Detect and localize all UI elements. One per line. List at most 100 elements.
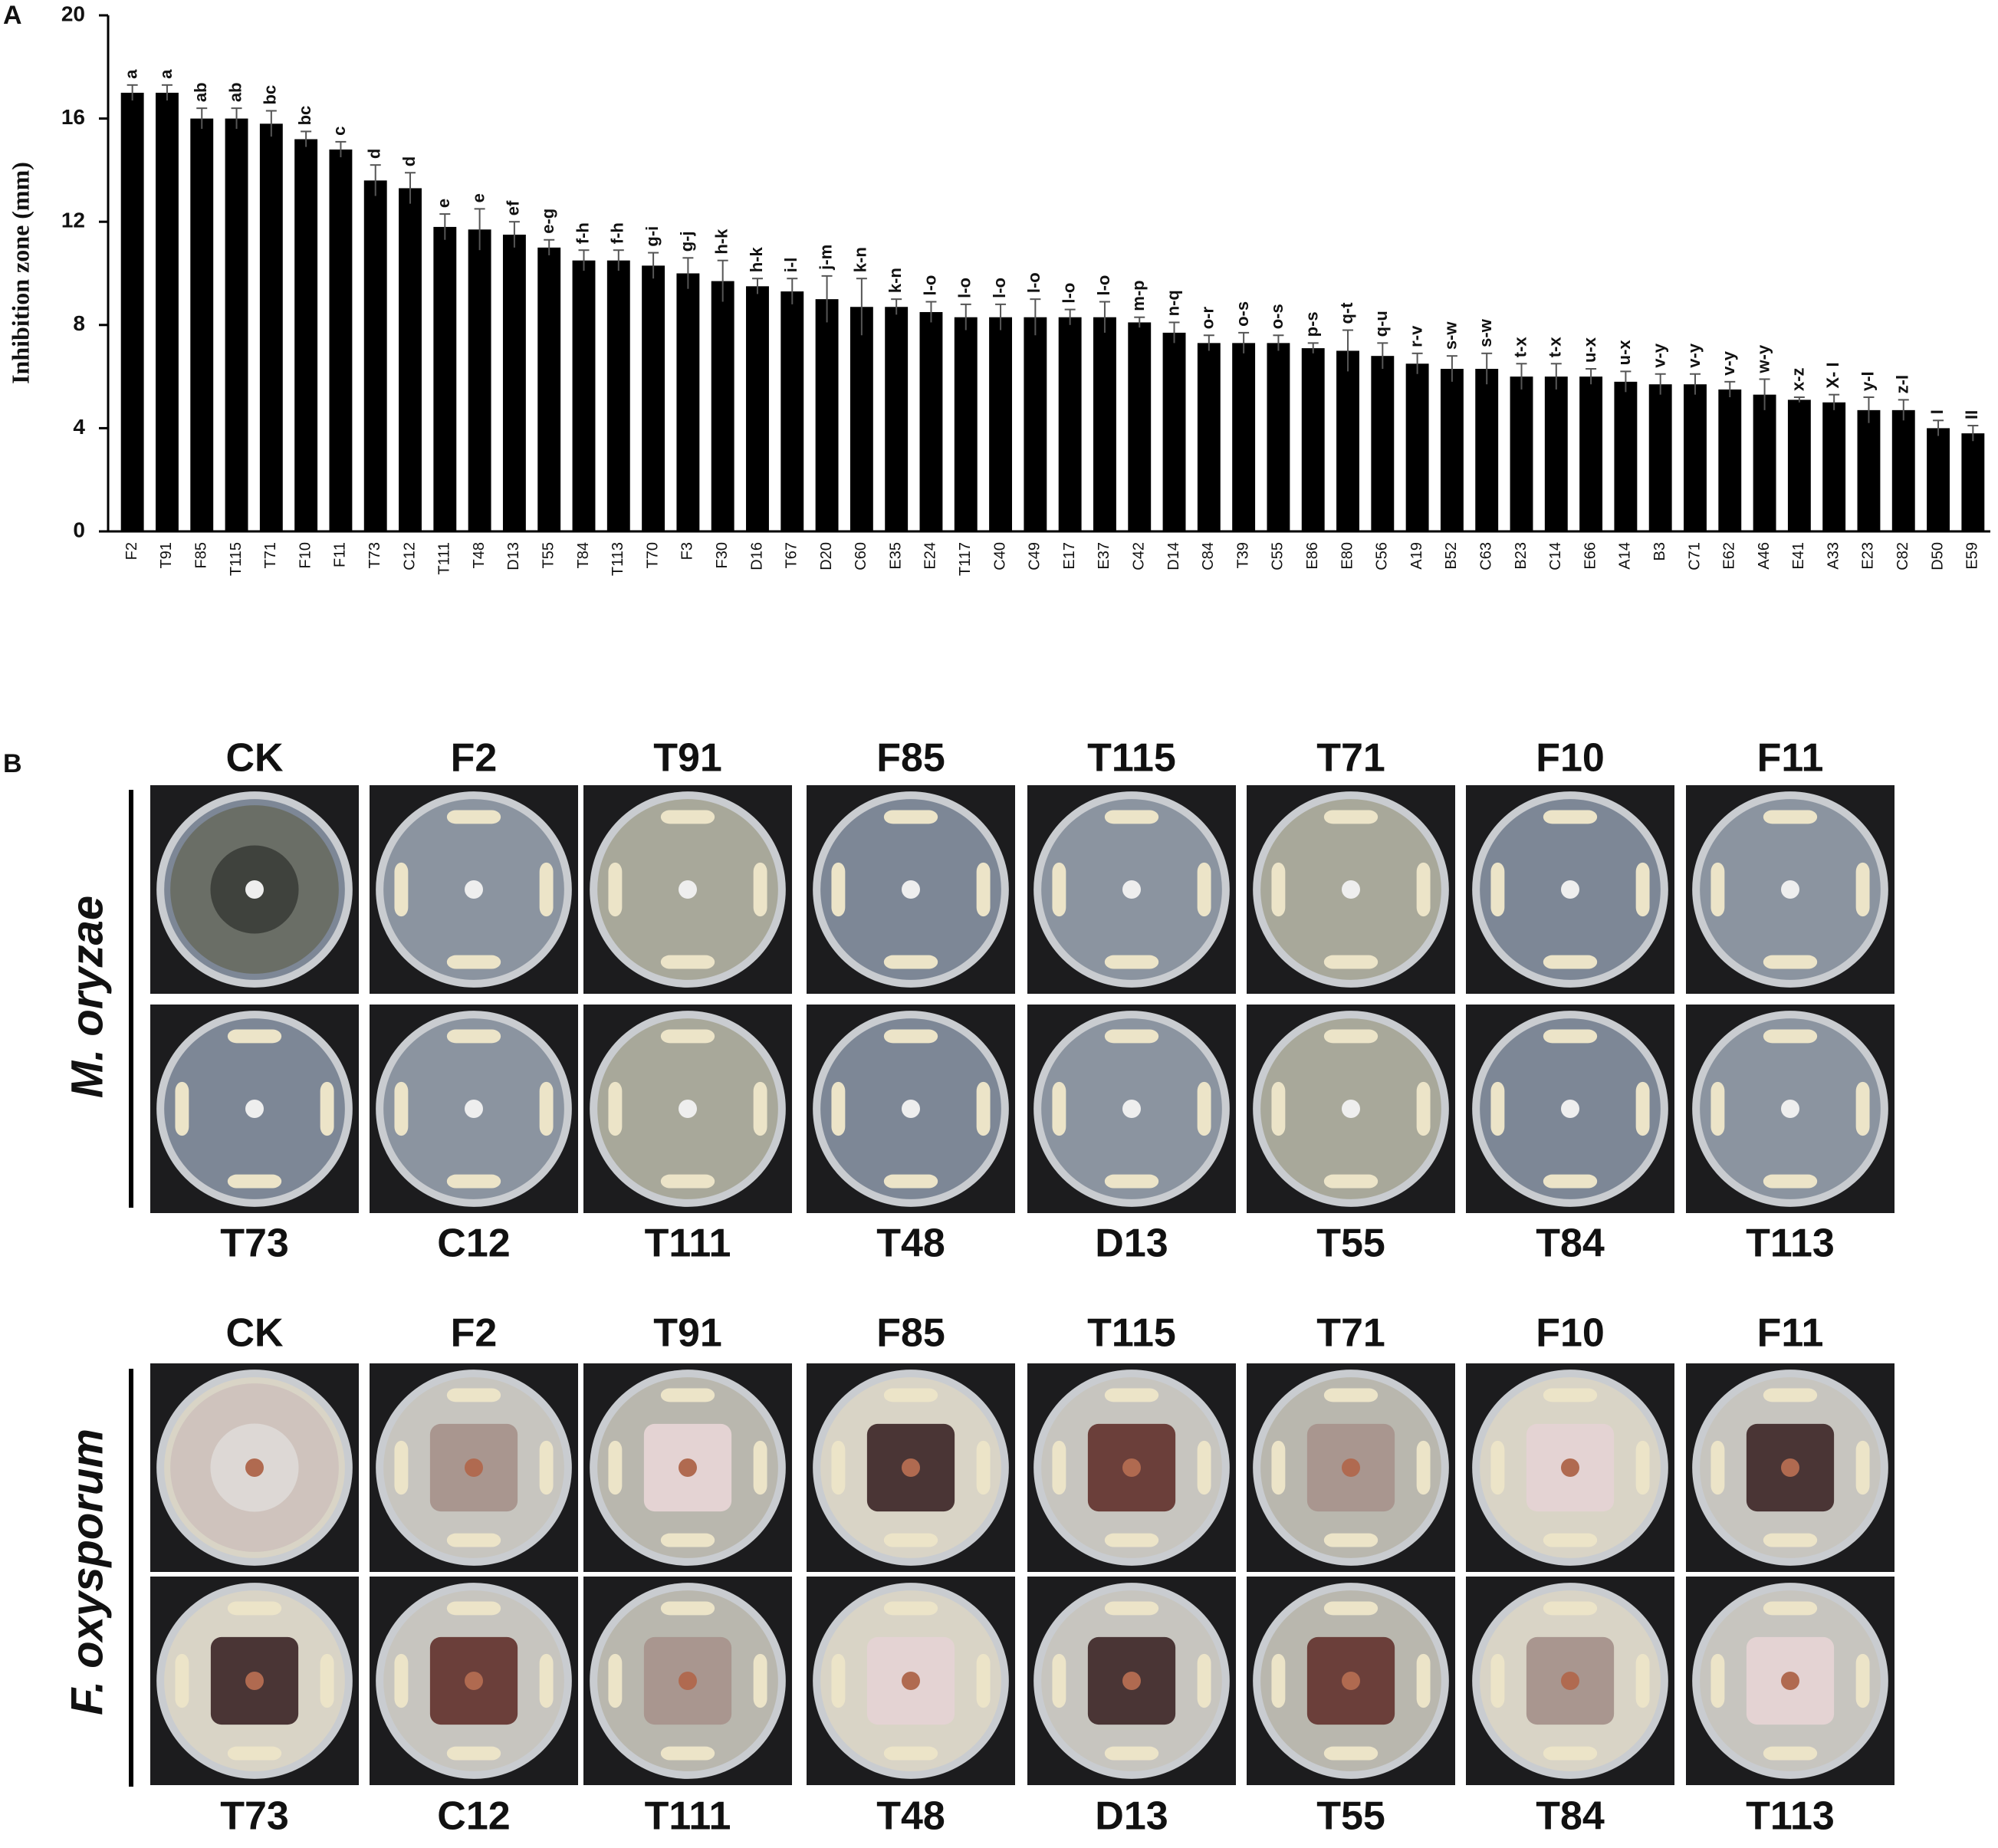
bacterial-streak xyxy=(976,1440,991,1495)
bar xyxy=(155,92,179,531)
significance-letter: a xyxy=(121,69,140,79)
petri-dish-photo xyxy=(583,1363,792,1572)
dish-label: T113 xyxy=(1746,1794,1835,1839)
significance-letter: g-j xyxy=(677,231,696,252)
significance-letter: f-h xyxy=(608,222,627,244)
bar xyxy=(954,317,978,531)
bacterial-streak xyxy=(883,1533,938,1547)
dish-label: T48 xyxy=(876,1222,945,1266)
bacterial-streak xyxy=(1323,1601,1379,1616)
significance-letter: e xyxy=(434,199,453,208)
bacterial-streak xyxy=(831,1653,846,1708)
bacterial-streak xyxy=(446,1388,501,1402)
bar xyxy=(1371,356,1395,531)
bacterial-streak xyxy=(883,1174,938,1189)
significance-letter: v-y xyxy=(1719,350,1738,376)
bar xyxy=(294,139,318,531)
bar xyxy=(606,260,630,531)
dish-label: CK xyxy=(225,1311,284,1356)
plug xyxy=(902,1672,920,1690)
bar xyxy=(363,180,387,532)
x-tick-label: C84 xyxy=(1200,542,1217,571)
significance-letter: bc xyxy=(295,106,314,126)
x-tick-label: F2 xyxy=(123,542,140,560)
bacterial-streak xyxy=(753,1081,767,1136)
bacterial-streak xyxy=(1104,1533,1159,1547)
dish-label: F10 xyxy=(1536,1311,1605,1356)
y-tick-label: 8 xyxy=(73,311,85,335)
bacterial-streak xyxy=(660,1029,715,1044)
significance-letter: ef xyxy=(504,200,523,215)
bacterial-streak xyxy=(1543,1029,1598,1044)
y-axis-label: Inhibition zone (mm) xyxy=(6,162,34,384)
significance-letter: u-x xyxy=(1615,340,1634,366)
bacterial-streak xyxy=(1763,1174,1818,1189)
bacterial-streak xyxy=(1323,955,1379,969)
significance-letter: t-x xyxy=(1510,337,1530,358)
x-tick-label: A19 xyxy=(1408,542,1425,570)
plug xyxy=(679,1672,697,1690)
x-tick-label: E62 xyxy=(1721,542,1738,570)
bar xyxy=(1510,377,1533,531)
bacterial-streak xyxy=(660,810,715,824)
bacterial-streak xyxy=(1543,1174,1598,1189)
dish-label: CK xyxy=(225,736,284,781)
petri-dish-photo xyxy=(1686,785,1894,994)
y-tick-label: 4 xyxy=(73,415,85,439)
x-tick-label: A33 xyxy=(1825,542,1842,570)
bar xyxy=(746,286,769,531)
bacterial-streak xyxy=(227,1746,282,1761)
petri-dish-photo xyxy=(1027,1577,1236,1785)
dish-label: F85 xyxy=(876,736,945,781)
significance-letter: o-r xyxy=(1198,306,1218,329)
bacterial-streak xyxy=(1710,1081,1725,1136)
significance-letter: c xyxy=(330,127,349,136)
bacterial-streak xyxy=(539,1653,554,1708)
bacterial-streak xyxy=(1197,862,1211,917)
significance-letter: w-y xyxy=(1753,344,1773,373)
x-tick-label: T67 xyxy=(784,542,800,568)
bar xyxy=(120,92,144,531)
plug xyxy=(902,1100,920,1118)
bar xyxy=(1579,377,1603,531)
significance-letter: a xyxy=(156,69,176,79)
bacterial-streak xyxy=(1104,1174,1159,1189)
bar xyxy=(433,226,457,531)
bacterial-streak xyxy=(1052,862,1066,917)
bacterial-streak xyxy=(446,1174,501,1189)
dish-label: T84 xyxy=(1536,1794,1605,1839)
petri-dish-photo xyxy=(150,1005,359,1213)
x-tick-label: T39 xyxy=(1234,542,1251,568)
dish-label: T115 xyxy=(1087,1311,1176,1356)
x-tick-label: D50 xyxy=(1929,542,1946,571)
bar xyxy=(1927,428,1950,531)
x-tick-label: T117 xyxy=(957,542,974,576)
dish-label: C12 xyxy=(437,1222,510,1266)
bacterial-streak xyxy=(1104,1746,1159,1761)
significance-letter: j-m xyxy=(816,245,835,271)
x-tick-label: T84 xyxy=(575,542,592,568)
bar xyxy=(989,317,1013,531)
x-tick-label: C42 xyxy=(1131,542,1148,571)
bacterial-streak xyxy=(1416,1440,1431,1495)
plug xyxy=(902,880,920,899)
bacterial-streak xyxy=(883,955,938,969)
bacterial-streak xyxy=(660,1601,715,1616)
bacterial-streak xyxy=(660,1388,715,1402)
bacterial-streak xyxy=(1052,1440,1066,1495)
bacterial-streak xyxy=(608,862,623,917)
significance-letter: d xyxy=(365,149,384,159)
plug xyxy=(465,1100,483,1118)
group-name: F. oxysporum xyxy=(62,1429,112,1715)
bacterial-streak xyxy=(608,1653,623,1708)
x-tick-label: C63 xyxy=(1477,542,1494,571)
bacterial-streak xyxy=(976,1653,991,1708)
petri-dish-photo xyxy=(807,1577,1015,1785)
bar xyxy=(815,299,839,531)
bacterial-streak xyxy=(1271,1440,1286,1495)
significance-letter: u-x xyxy=(1580,337,1599,363)
bacterial-streak xyxy=(175,1081,189,1136)
x-tick-label: E37 xyxy=(1096,542,1112,570)
bacterial-streak xyxy=(446,1029,501,1044)
